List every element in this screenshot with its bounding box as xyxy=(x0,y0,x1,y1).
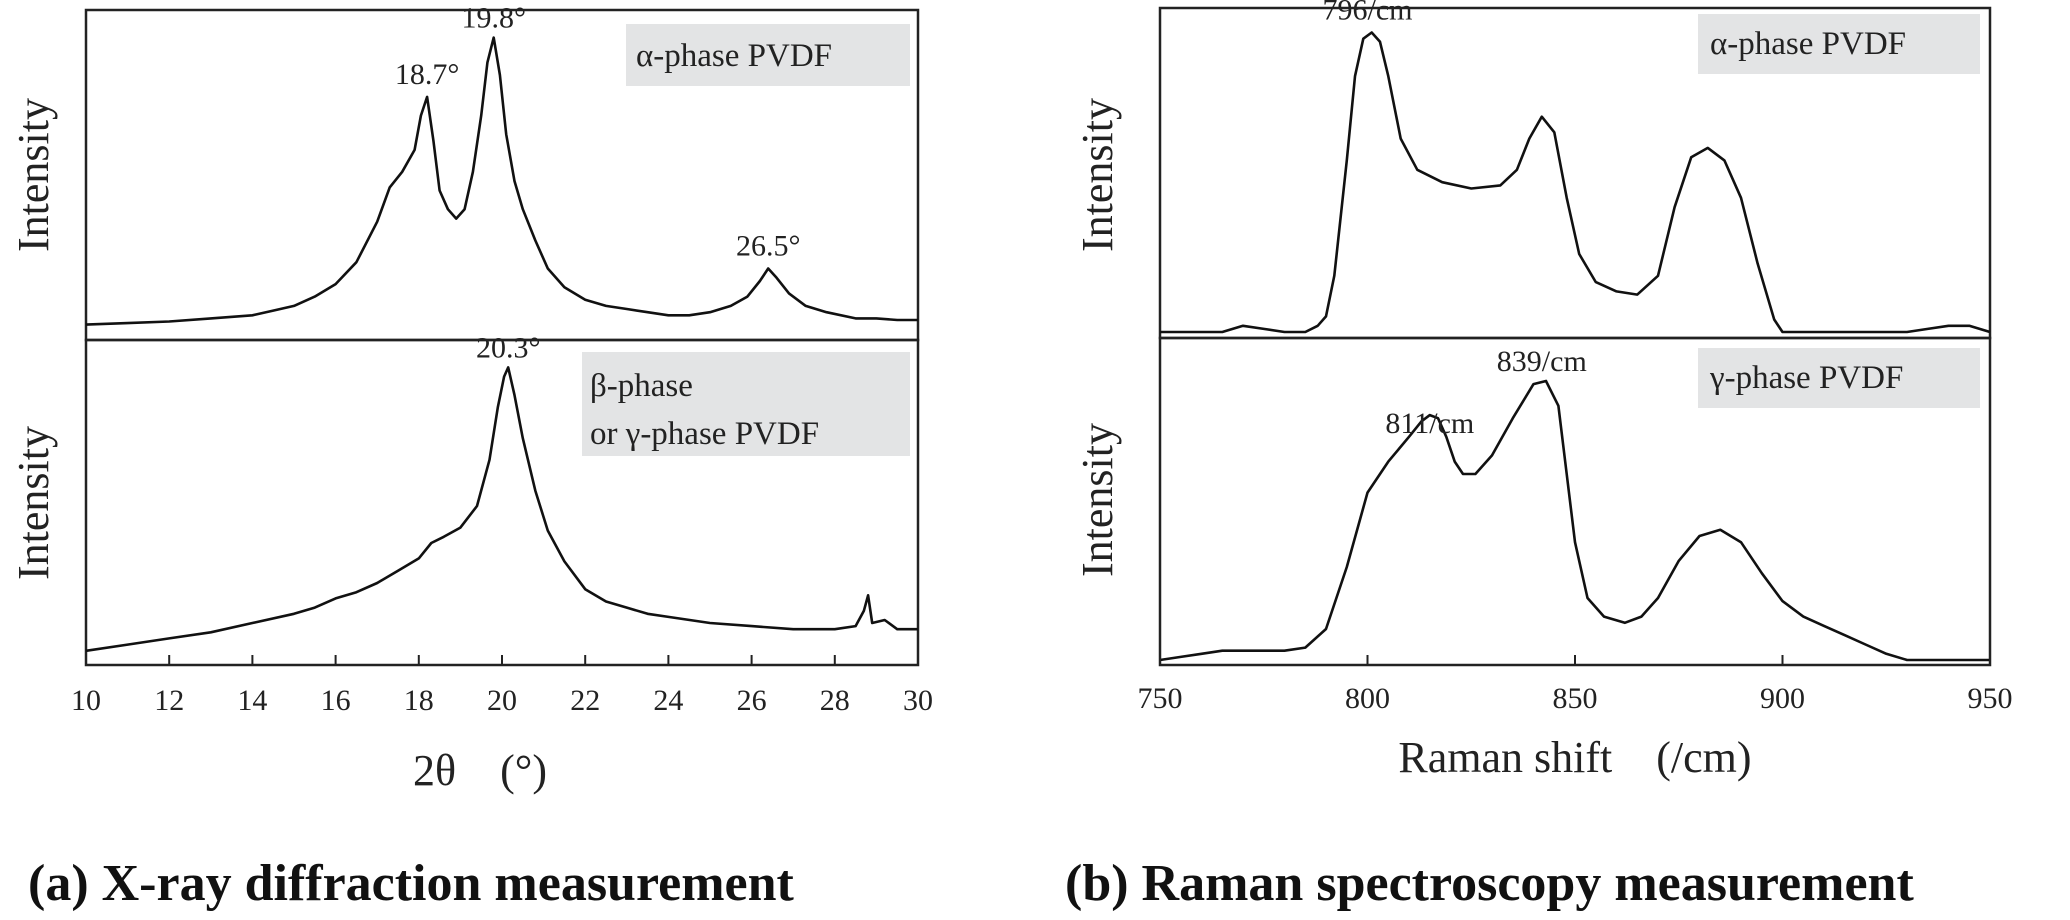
xrd-x-axis-label: 2θ (°) xyxy=(413,746,547,795)
raman-bottom-phase-label: γ-phase PVDF xyxy=(1709,360,1903,396)
raman-top-phase-label: α-phase PVDF xyxy=(1710,26,1906,62)
xrd-panel2-peak-label: 20.3° xyxy=(476,331,541,364)
raman-caption: (b) Raman spectroscopy measurement xyxy=(1065,855,1914,912)
xrd-x-tick-label: 30 xyxy=(903,684,933,717)
xrd-x-tick-label: 18 xyxy=(404,684,434,717)
xrd-panel1-peak-label: 19.8° xyxy=(461,2,526,35)
raman-panel2-peak-label: 811/cm xyxy=(1385,407,1474,440)
raman-panel2-peak-label: 839/cm xyxy=(1497,345,1587,378)
xrd-bottom-phase-label-line2: or γ-phase PVDF xyxy=(590,416,819,452)
raman-chart: 750 800 850 900 950 796/cm 811/cm 839/cm α-pha… xyxy=(1065,0,2013,912)
xrd-curves xyxy=(85,36,918,653)
xrd-caption: (a) X-ray diffraction measurement xyxy=(28,855,795,912)
raman-y-axis-label-bottom: Intensity xyxy=(1073,423,1122,577)
raman-y-axis-label-top: Intensity xyxy=(1073,98,1122,252)
raman-x-tick-label: 750 xyxy=(1138,682,1183,715)
raman-x-tick-label: 800 xyxy=(1345,682,1390,715)
raman-x-tick-label: 850 xyxy=(1553,682,1598,715)
xrd-bottom-phase-box xyxy=(582,352,910,456)
xrd-y-axis-label-bottom: Intensity xyxy=(9,426,58,580)
xrd-top-phase-label: α-phase PVDF xyxy=(636,38,832,74)
xrd-x-tick-label: 20 xyxy=(487,684,517,717)
xrd-panel1-peak-label: 26.5° xyxy=(736,229,801,262)
raman-x-tick-label: 950 xyxy=(1968,682,2013,715)
xrd-bottom-phase-label-line1: β-phase xyxy=(590,368,693,404)
raman-x-axis-label: Raman shift (/cm) xyxy=(1398,733,1751,782)
xrd-x-tick-label: 16 xyxy=(321,684,351,717)
xrd-x-tick-label: 26 xyxy=(737,684,767,717)
raman-panel1-peak-label: 796/cm xyxy=(1323,0,1413,26)
raman-panel1-series-line xyxy=(1160,31,1991,334)
xrd-x-tick-label: 28 xyxy=(820,684,850,717)
xrd-x-tick-label: 12 xyxy=(154,684,184,717)
xrd-x-tick-label: 22 xyxy=(570,684,600,717)
xrd-y-axis-label-top: Intensity xyxy=(9,98,58,252)
xrd-annotations: 18.7°19.8° 26.5° 20.3° xyxy=(395,2,801,365)
xrd-x-tick-label: 24 xyxy=(653,684,683,717)
xrd-top-phase-box xyxy=(626,24,910,86)
raman-curves xyxy=(1159,31,1991,662)
raman-x-tick-label: 900 xyxy=(1760,682,1805,715)
raman-bottom-phase-box xyxy=(1698,348,1980,408)
xrd-panel2-series-line xyxy=(85,366,918,653)
xrd-chart: 10 12 14 16 18 20 22 24 26 28 30 18.7°19.8° 26.5° 20… xyxy=(9,2,933,912)
xrd-x-ticks: 10 12 14 16 18 20 22 24 26 28 30 xyxy=(71,655,933,717)
raman-annotations: 796/cm 811/cm 839/cm xyxy=(1323,0,1587,440)
raman-top-phase-box xyxy=(1698,14,1980,74)
xrd-panel1-peak-label: 18.7° xyxy=(395,58,460,91)
xrd-panel1-series-line xyxy=(85,36,918,326)
raman-x-ticks: 750 800 850 900 950 xyxy=(1138,655,2013,715)
xrd-x-tick-label: 10 xyxy=(71,684,101,717)
xrd-x-tick-label: 14 xyxy=(237,684,267,717)
raman-panel2-series-line xyxy=(1159,379,1990,662)
